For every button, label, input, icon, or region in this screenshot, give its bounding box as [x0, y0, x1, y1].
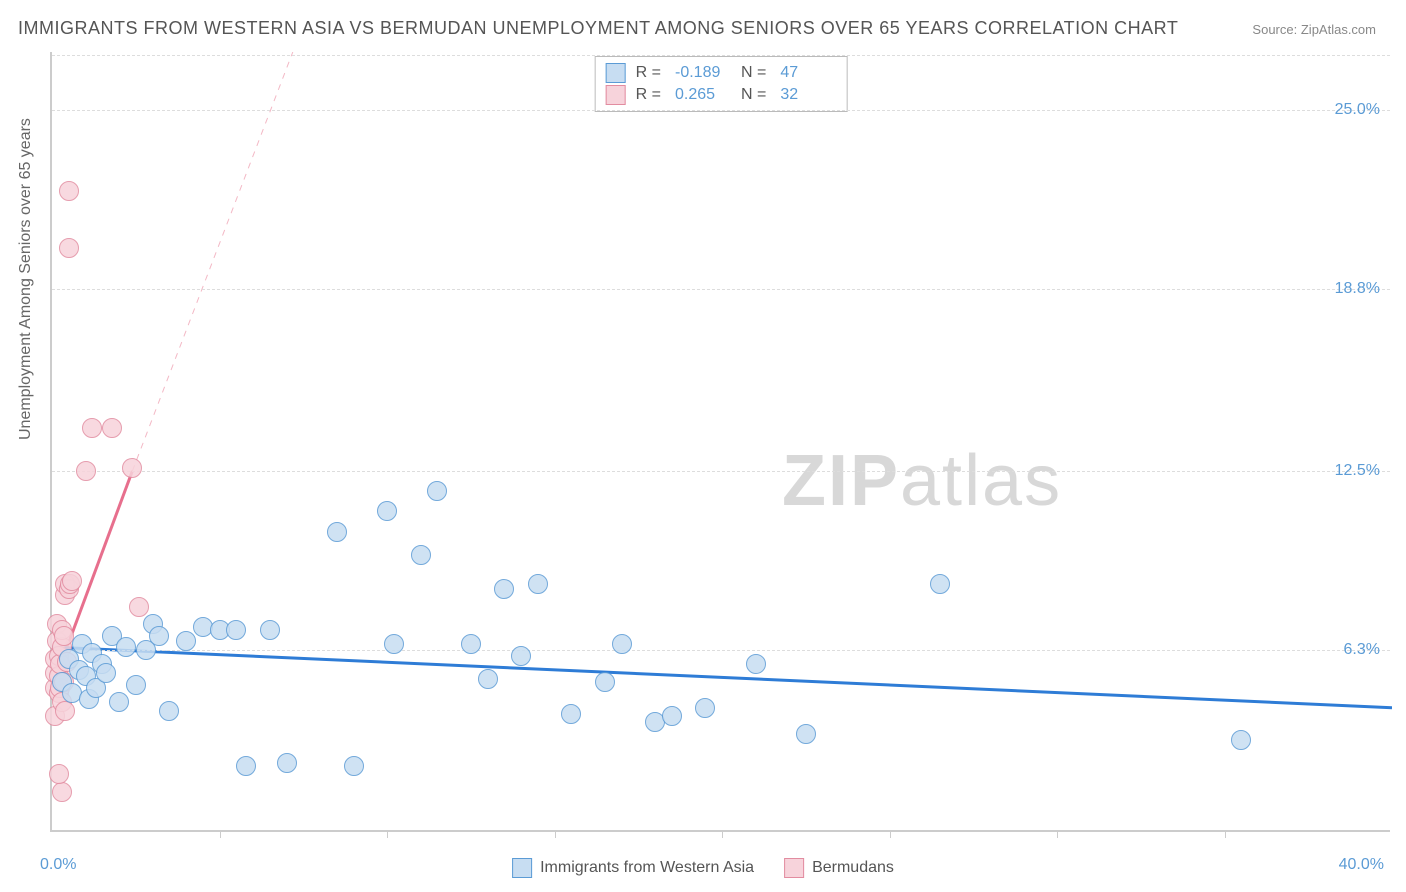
x-tick: [555, 830, 556, 838]
point-western-asia: [126, 675, 146, 695]
x-tick: [1057, 830, 1058, 838]
point-bermudan: [76, 461, 96, 481]
watermark-atlas: atlas: [900, 441, 1062, 521]
legend-swatch: [606, 85, 626, 105]
trend-lines: [52, 52, 1392, 832]
x-axis-min: 0.0%: [40, 856, 76, 874]
x-tick: [220, 830, 221, 838]
x-tick: [1225, 830, 1226, 838]
y-tick-label: 12.5%: [1335, 462, 1380, 480]
legend-r-value: 0.265: [675, 86, 731, 104]
legend-swatch: [512, 858, 532, 878]
point-western-asia: [260, 620, 280, 640]
point-western-asia: [561, 704, 581, 724]
gridline-h: [52, 110, 1390, 111]
gridline-h: [52, 289, 1390, 290]
source-link[interactable]: ZipAtlas.com: [1301, 22, 1376, 37]
x-tick: [387, 830, 388, 838]
point-western-asia: [109, 692, 129, 712]
point-bermudan: [102, 418, 122, 438]
x-tick: [722, 830, 723, 838]
gridline-h: [52, 471, 1390, 472]
point-bermudan: [54, 626, 74, 646]
point-western-asia: [511, 646, 531, 666]
legend-swatch: [784, 858, 804, 878]
legend-r-value: -0.189: [675, 64, 731, 82]
point-bermudan: [122, 458, 142, 478]
legend-series: Immigrants from Western Asia Bermudans: [512, 858, 894, 878]
point-western-asia: [236, 756, 256, 776]
legend-stats: R = -0.189 N = 47 R = 0.265 N = 32: [595, 56, 848, 112]
point-western-asia: [746, 654, 766, 674]
point-western-asia: [494, 579, 514, 599]
point-bermudan: [49, 764, 69, 784]
point-bermudan: [59, 181, 79, 201]
point-western-asia: [176, 631, 196, 651]
y-tick-label: 25.0%: [1335, 101, 1380, 119]
y-tick-label: 6.3%: [1344, 641, 1380, 659]
y-axis-label: Unemployment Among Seniors over 65 years: [17, 118, 35, 440]
point-western-asia: [528, 574, 548, 594]
point-western-asia: [695, 698, 715, 718]
point-western-asia: [461, 634, 481, 654]
legend-item: Immigrants from Western Asia: [512, 858, 754, 878]
chart-title: IMMIGRANTS FROM WESTERN ASIA VS BERMUDAN…: [18, 18, 1178, 39]
point-western-asia: [662, 706, 682, 726]
point-western-asia: [930, 574, 950, 594]
point-western-asia: [149, 626, 169, 646]
plot-area: ZIPatlas R = -0.189 N = 47 R = 0.265 N = 32 6.3…: [50, 52, 1390, 832]
point-western-asia: [384, 634, 404, 654]
legend-r-label: R =: [636, 86, 661, 104]
point-bermudan: [82, 418, 102, 438]
gridline-h: [52, 650, 1390, 651]
y-tick-label: 18.8%: [1335, 280, 1380, 298]
point-bermudan: [62, 571, 82, 591]
point-western-asia: [1231, 730, 1251, 750]
point-western-asia: [377, 501, 397, 521]
legend-label: Bermudans: [812, 859, 894, 877]
gridline-h: [52, 55, 1390, 56]
source-attrib: Source: ZipAtlas.com: [1252, 22, 1376, 37]
x-tick: [890, 830, 891, 838]
legend-label: Immigrants from Western Asia: [540, 859, 754, 877]
x-axis-max: 40.0%: [1339, 856, 1384, 874]
legend-stat-row: R = -0.189 N = 47: [606, 63, 837, 83]
watermark: ZIPatlas: [782, 440, 1062, 522]
point-western-asia: [277, 753, 297, 773]
legend-n-label: N =: [741, 86, 766, 104]
legend-n-value: 32: [780, 86, 836, 104]
source-label: Source:: [1252, 22, 1297, 37]
legend-n-value: 47: [780, 64, 836, 82]
legend-n-label: N =: [741, 64, 766, 82]
point-bermudan: [52, 782, 72, 802]
point-western-asia: [159, 701, 179, 721]
point-bermudan: [55, 701, 75, 721]
legend-stat-row: R = 0.265 N = 32: [606, 85, 837, 105]
point-western-asia: [411, 545, 431, 565]
legend-swatch: [606, 63, 626, 83]
point-bermudan: [59, 238, 79, 258]
legend-r-label: R =: [636, 64, 661, 82]
point-western-asia: [226, 620, 246, 640]
legend-item: Bermudans: [784, 858, 894, 878]
point-western-asia: [116, 637, 136, 657]
point-western-asia: [327, 522, 347, 542]
point-western-asia: [595, 672, 615, 692]
point-bermudan: [129, 597, 149, 617]
point-western-asia: [344, 756, 364, 776]
point-western-asia: [96, 663, 116, 683]
point-western-asia: [427, 481, 447, 501]
point-western-asia: [796, 724, 816, 744]
watermark-zip: ZIP: [782, 441, 900, 521]
point-western-asia: [478, 669, 498, 689]
point-western-asia: [612, 634, 632, 654]
